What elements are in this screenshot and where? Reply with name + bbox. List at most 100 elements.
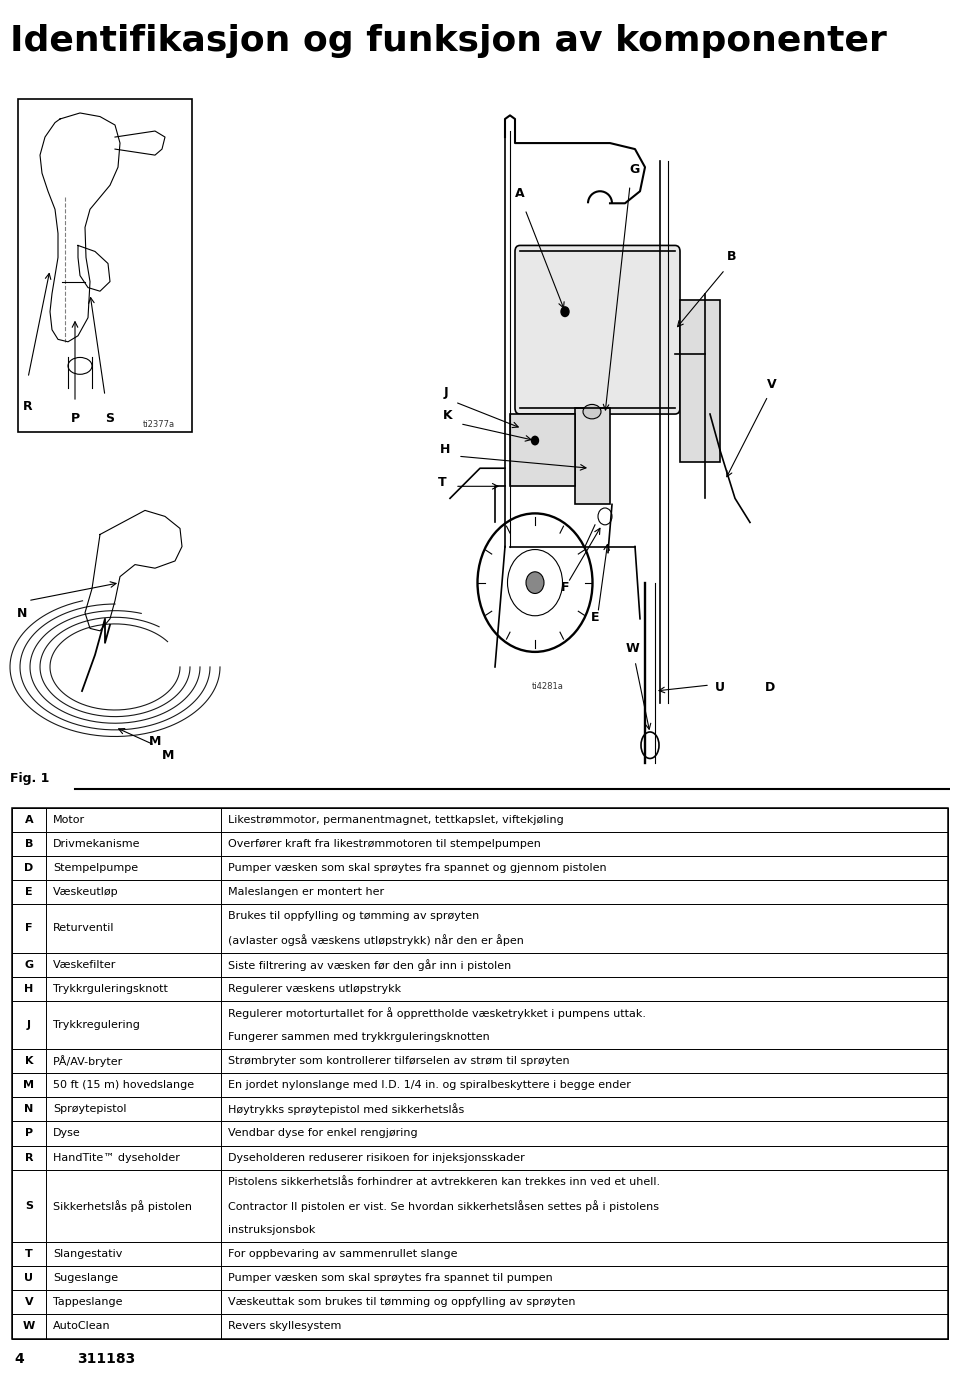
Text: E: E bbox=[590, 610, 599, 624]
Bar bbox=[12, 1122, 948, 1146]
Text: Sprøytepistol: Sprøytepistol bbox=[53, 1105, 127, 1115]
Text: J: J bbox=[444, 386, 448, 400]
Text: Tappeslange: Tappeslange bbox=[53, 1298, 122, 1308]
Text: T: T bbox=[25, 1249, 33, 1259]
Text: (avlaster også væskens utløpstrykk) når den er åpen: (avlaster også væskens utløpstrykk) når … bbox=[228, 935, 523, 946]
Bar bbox=[12, 1315, 948, 1338]
Bar bbox=[575, 408, 610, 504]
Text: Sugeslange: Sugeslange bbox=[53, 1273, 118, 1284]
Ellipse shape bbox=[532, 436, 539, 444]
Text: H: H bbox=[440, 443, 450, 455]
Text: Contractor II pistolen er vist. Se hvordan sikkerhetslåsen settes på i pistolens: Contractor II pistolen er vist. Se hvord… bbox=[228, 1200, 659, 1211]
Text: Overfører kraft fra likestrømmotoren til stempelpumpen: Overfører kraft fra likestrømmotoren til… bbox=[228, 840, 540, 849]
Text: Sikkerhetslås på pistolen: Sikkerhetslås på pistolen bbox=[53, 1200, 192, 1211]
Text: 4: 4 bbox=[14, 1352, 24, 1366]
Bar bbox=[12, 1146, 948, 1169]
Text: Regulerer motorturtallet for å opprettholde væsketrykket i pumpens uttak.: Regulerer motorturtallet for å opprettho… bbox=[228, 1007, 645, 1018]
Bar bbox=[12, 880, 948, 904]
Text: Væskeutløp: Væskeutløp bbox=[53, 887, 118, 897]
Text: K: K bbox=[444, 409, 453, 422]
Bar bbox=[12, 1169, 948, 1242]
Text: B: B bbox=[728, 250, 736, 263]
Text: PÅ/AV-bryter: PÅ/AV-bryter bbox=[53, 1055, 123, 1067]
Text: N: N bbox=[17, 606, 27, 620]
Text: M: M bbox=[162, 749, 175, 761]
Bar bbox=[12, 807, 948, 831]
Text: Likestrømmotor, permanentmagnet, tettkapslet, viftekjøling: Likestrømmotor, permanentmagnet, tettkap… bbox=[228, 814, 564, 824]
Text: Slangestativ: Slangestativ bbox=[53, 1249, 122, 1259]
Text: Regulerer væskens utløpstrykk: Regulerer væskens utløpstrykk bbox=[228, 983, 400, 993]
Text: Væskefilter: Væskefilter bbox=[53, 960, 116, 970]
Text: Brukes til oppfylling og tømming av sprøyten: Brukes til oppfylling og tømming av sprø… bbox=[228, 911, 479, 921]
Bar bbox=[12, 831, 948, 856]
Text: G: G bbox=[24, 960, 34, 970]
Text: R: R bbox=[23, 400, 33, 412]
Text: S: S bbox=[106, 412, 114, 425]
Text: F: F bbox=[25, 923, 33, 933]
Text: Motor: Motor bbox=[53, 814, 84, 824]
Bar bbox=[12, 977, 948, 1000]
FancyBboxPatch shape bbox=[515, 246, 680, 414]
Text: Strømbryter som kontrollerer tilførselen av strøm til sprøyten: Strømbryter som kontrollerer tilførselen… bbox=[228, 1056, 569, 1066]
Text: M: M bbox=[149, 735, 161, 749]
Text: V: V bbox=[767, 377, 777, 391]
Text: M: M bbox=[23, 1080, 35, 1090]
Text: 50 ft (15 m) hovedslange: 50 ft (15 m) hovedslange bbox=[53, 1080, 194, 1090]
Bar bbox=[12, 953, 948, 977]
Text: Pistolens sikkerhetslås forhindrer at avtrekkeren kan trekkes inn ved et uhell.: Pistolens sikkerhetslås forhindrer at av… bbox=[228, 1176, 660, 1186]
Bar bbox=[12, 1097, 948, 1122]
Text: Drivmekanisme: Drivmekanisme bbox=[53, 840, 140, 849]
Text: For oppbevaring av sammenrullet slange: For oppbevaring av sammenrullet slange bbox=[228, 1249, 457, 1259]
Text: Fungerer sammen med trykkrguleringsknotten: Fungerer sammen med trykkrguleringsknott… bbox=[228, 1032, 490, 1042]
Text: 311183: 311183 bbox=[77, 1352, 135, 1366]
Text: E: E bbox=[25, 887, 33, 897]
Text: W: W bbox=[625, 643, 638, 655]
Text: Stempelpumpe: Stempelpumpe bbox=[53, 863, 138, 873]
Text: P: P bbox=[70, 412, 80, 425]
Text: V: V bbox=[25, 1298, 33, 1308]
Bar bbox=[18, 99, 192, 432]
Text: instruksjonsbok: instruksjonsbok bbox=[228, 1225, 315, 1235]
Text: Maleslangen er montert her: Maleslangen er montert her bbox=[228, 887, 384, 897]
Text: U: U bbox=[715, 680, 725, 694]
Bar bbox=[12, 904, 948, 953]
Text: Trykkregulering: Trykkregulering bbox=[53, 1020, 139, 1030]
Text: AutoClean: AutoClean bbox=[53, 1322, 110, 1331]
Text: T: T bbox=[439, 476, 447, 489]
Ellipse shape bbox=[561, 307, 569, 317]
Text: Vendbar dyse for enkel rengjøring: Vendbar dyse for enkel rengjøring bbox=[228, 1129, 418, 1139]
Text: Pumper væsken som skal sprøytes fra spannet til pumpen: Pumper væsken som skal sprøytes fra span… bbox=[228, 1273, 552, 1284]
Bar bbox=[12, 1000, 948, 1049]
Text: Siste filtrering av væsken før den går inn i pistolen: Siste filtrering av væsken før den går i… bbox=[228, 958, 511, 971]
Text: ti2377a: ti2377a bbox=[143, 420, 175, 429]
Text: H: H bbox=[24, 983, 34, 993]
Text: Trykkrguleringsknott: Trykkrguleringsknott bbox=[53, 983, 168, 993]
Text: R: R bbox=[25, 1153, 33, 1162]
Text: F: F bbox=[561, 581, 569, 594]
Bar bbox=[680, 299, 720, 462]
Bar bbox=[12, 1049, 948, 1073]
Text: HandTite™ dyseholder: HandTite™ dyseholder bbox=[53, 1153, 180, 1162]
Ellipse shape bbox=[583, 404, 601, 419]
Text: A: A bbox=[25, 814, 33, 824]
Text: En jordet nylonslange med I.D. 1/4 in. og spiralbeskyttere i begge ender: En jordet nylonslange med I.D. 1/4 in. o… bbox=[228, 1080, 631, 1090]
Text: Identifikasjon og funksjon av komponenter: Identifikasjon og funksjon av komponente… bbox=[10, 24, 886, 57]
Text: Høytrykks sprøytepistol med sikkerhetslås: Høytrykks sprøytepistol med sikkerhetslå… bbox=[228, 1104, 464, 1115]
Bar bbox=[12, 856, 948, 880]
Text: J: J bbox=[27, 1020, 31, 1030]
Text: B: B bbox=[25, 840, 33, 849]
Text: G: G bbox=[630, 163, 640, 176]
Bar bbox=[12, 1291, 948, 1315]
Bar bbox=[510, 414, 575, 486]
Bar bbox=[12, 1073, 948, 1097]
Bar bbox=[12, 1266, 948, 1291]
Text: Pumper væsken som skal sprøytes fra spannet og gjennom pistolen: Pumper væsken som skal sprøytes fra span… bbox=[228, 863, 606, 873]
Text: Returventil: Returventil bbox=[53, 923, 114, 933]
Text: S: S bbox=[25, 1201, 33, 1211]
Text: P: P bbox=[25, 1129, 33, 1139]
Text: Væskeuttak som brukes til tømming og oppfylling av sprøyten: Væskeuttak som brukes til tømming og opp… bbox=[228, 1298, 575, 1308]
Text: Dyseholderen reduserer risikoen for injeksjonsskader: Dyseholderen reduserer risikoen for inje… bbox=[228, 1153, 524, 1162]
Bar bbox=[12, 1242, 948, 1266]
Text: Revers skyllesystem: Revers skyllesystem bbox=[228, 1322, 341, 1331]
Text: D: D bbox=[765, 680, 775, 694]
